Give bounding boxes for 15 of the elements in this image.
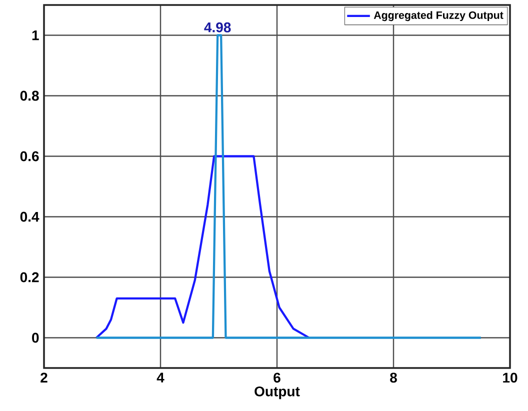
y-tick-label: 0.6 <box>20 151 39 162</box>
x-tick-label: 2 <box>40 372 48 382</box>
y-tick-label: 0.8 <box>20 90 39 101</box>
y-tick-label: 0 <box>32 332 39 343</box>
x-tick-label: 6 <box>274 372 280 383</box>
y-tick-label: 0.2 <box>20 272 39 282</box>
legend-label: Aggregated Fuzzy Output <box>374 11 504 22</box>
x-tick-label: 8 <box>390 372 397 383</box>
x-axis-title: Output <box>254 386 300 400</box>
annotation: 4.98 <box>204 22 231 32</box>
x-tick-label: 4 <box>156 372 164 382</box>
x-tick-label: 10 <box>503 372 518 383</box>
line-series <box>95 155 310 339</box>
y-tick-label: 0.4 <box>20 212 40 222</box>
y-tick-label: 1 <box>32 30 39 40</box>
